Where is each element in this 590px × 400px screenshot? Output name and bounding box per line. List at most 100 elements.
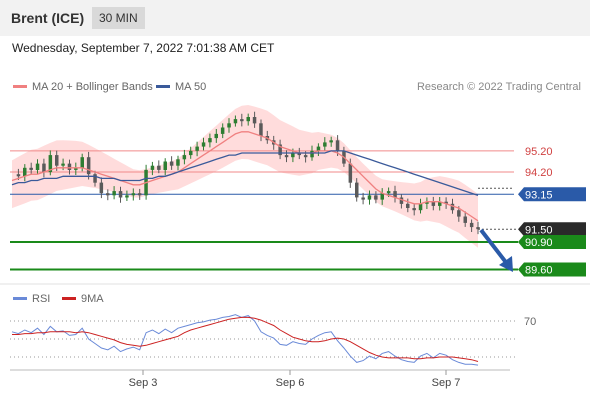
x-tick-label: Sep 6 — [276, 377, 305, 389]
candle — [316, 143, 321, 156]
candle — [93, 170, 97, 187]
level-tag-91-50: 91.50 — [518, 222, 586, 236]
candle — [118, 186, 123, 203]
candle — [106, 189, 110, 201]
candle — [329, 136, 333, 147]
candle — [99, 177, 104, 199]
candle — [284, 150, 289, 163]
rsi-tick-label-70: 70 — [524, 316, 536, 328]
candle — [393, 185, 397, 203]
candle — [163, 158, 167, 176]
candle — [412, 204, 416, 216]
candle — [42, 158, 46, 178]
ma50-legend-label: MA 50 — [175, 81, 206, 93]
candle — [438, 197, 442, 211]
level-label-90-90: 90.90 — [525, 237, 553, 249]
chart-header: Brent (ICE) 30 MIN — [0, 0, 590, 36]
candle — [74, 162, 78, 175]
rsi-ma-line — [12, 316, 479, 362]
candle — [208, 133, 212, 148]
level-tag-bg — [518, 262, 586, 277]
candle — [182, 149, 187, 165]
candle — [29, 162, 33, 175]
rsi-ma-legend-label: 9MA — [81, 293, 104, 305]
level-tag-95-20: 95.20 — [525, 146, 553, 158]
ma50-line — [11, 150, 479, 197]
candle — [176, 155, 180, 171]
candle — [323, 137, 327, 152]
rsi-legend-label: RSI — [32, 293, 50, 305]
ma20-legend-swatch — [13, 85, 27, 88]
candle — [406, 198, 410, 213]
level-tag-89-60: 89.60 — [518, 262, 586, 277]
candle — [220, 123, 225, 139]
candle — [214, 129, 218, 143]
candle — [259, 119, 263, 142]
ma50-legend-swatch — [156, 85, 170, 88]
ma20-line — [11, 131, 479, 222]
candle — [374, 191, 378, 204]
candle — [150, 161, 155, 176]
candle — [131, 188, 136, 201]
level-tag-bg — [518, 222, 586, 237]
candle — [195, 141, 199, 157]
candle — [246, 113, 250, 126]
candle — [418, 198, 423, 214]
level-label-91-50: 91.50 — [525, 224, 553, 236]
rsi-legend-swatch — [13, 297, 27, 300]
level-tag-94-20: 94.20 — [525, 167, 553, 179]
level-label-95-20: 95.20 — [525, 146, 553, 158]
candle — [278, 139, 282, 160]
forecast-arrow — [479, 228, 513, 272]
level-label-89-60: 89.60 — [525, 265, 553, 277]
research-credit: Research © 2022 Trading Central — [417, 81, 581, 93]
ma20-legend-label: MA 20 + Bollinger Bands — [32, 81, 153, 93]
candle — [67, 159, 72, 175]
timeframe-badge[interactable]: 30 MIN — [92, 7, 145, 29]
candle — [380, 188, 384, 205]
candle — [233, 115, 238, 127]
candle — [425, 197, 429, 209]
candle — [23, 164, 27, 182]
x-tick-label: Sep 3 — [129, 377, 158, 389]
level-tag-93-15: 93.15 — [518, 187, 586, 201]
candle — [240, 113, 244, 127]
candle — [227, 118, 231, 133]
candle — [112, 186, 116, 200]
candle — [35, 159, 40, 175]
candle — [252, 111, 257, 128]
candle — [463, 211, 467, 227]
rsi-plot-area: 70 — [10, 314, 536, 366]
candle — [361, 192, 365, 205]
candle — [201, 137, 206, 151]
level-tag-90-90: 90.90 — [518, 234, 586, 249]
candle — [189, 146, 193, 159]
rsi-legend: RSI 9MA — [13, 293, 104, 305]
x-tick-label: Sep 7 — [432, 377, 461, 389]
price-legend: MA 20 + Bollinger Bands MA 50 — [13, 81, 206, 93]
candle — [48, 150, 53, 176]
instrument-title: Brent (ICE) — [11, 10, 85, 26]
level-label-94-20: 94.20 — [525, 167, 553, 179]
rsi-line — [11, 314, 479, 366]
candle — [169, 156, 174, 170]
candle — [137, 188, 142, 200]
candle — [125, 190, 129, 201]
level-tag-bg — [518, 187, 586, 202]
candle — [476, 221, 480, 235]
candle — [355, 178, 359, 202]
candle — [444, 197, 448, 209]
x-axis-ticks: Sep 3 Sep 6 Sep 7 — [129, 370, 461, 389]
candle — [86, 151, 91, 180]
price-plot-area — [10, 105, 518, 271]
chart-datetime: Wednesday, September 7, 2022 7:01:38 AM … — [12, 41, 275, 55]
level-label-93-15: 93.15 — [525, 189, 553, 201]
candle — [469, 219, 474, 232]
candle — [367, 190, 372, 205]
bollinger-band — [12, 105, 478, 248]
rsi-ma-legend-swatch — [62, 297, 76, 300]
level-tag-bg — [518, 234, 586, 249]
candle — [399, 194, 404, 209]
